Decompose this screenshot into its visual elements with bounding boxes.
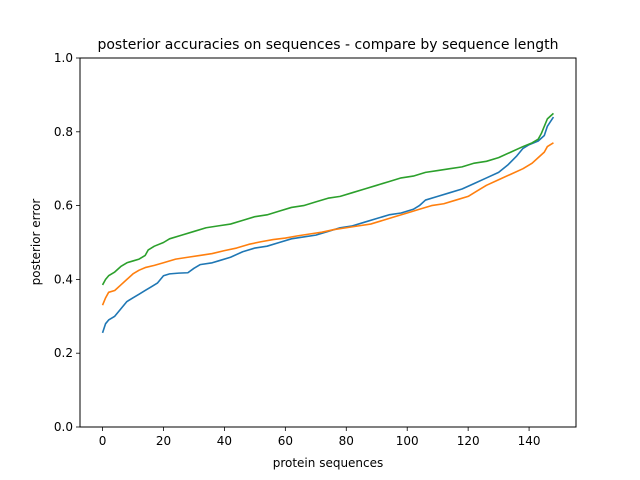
x-tick-label: 80 xyxy=(339,434,354,448)
series-line-2 xyxy=(101,142,554,306)
x-axis-label: protein sequences xyxy=(273,456,384,470)
y-tick-label: 0.2 xyxy=(54,346,73,360)
x-tick-label: 100 xyxy=(396,434,419,448)
x-axis: 0 20 40 60 80 100 120 140 xyxy=(99,427,541,448)
x-tick-label: 0 xyxy=(99,434,107,448)
y-axis-label: posterior error xyxy=(29,199,43,286)
series-line-1 xyxy=(101,116,555,334)
axes-frame xyxy=(79,57,577,428)
x-tick-label: 20 xyxy=(156,434,171,448)
y-tick-label: 1.0 xyxy=(54,51,73,65)
x-tick-label: 40 xyxy=(217,434,232,448)
x-tick-label: 120 xyxy=(457,434,480,448)
y-tick-label: 0.0 xyxy=(54,420,73,434)
y-tick-label: 0.8 xyxy=(54,125,73,139)
y-tick-label: 0.6 xyxy=(54,199,73,213)
x-tick-label: 60 xyxy=(278,434,293,448)
chart-title: posterior accuracies on sequences - comp… xyxy=(97,37,558,53)
y-axis: 0.0 0.2 0.4 0.6 0.8 1.0 xyxy=(54,51,80,434)
y-tick-label: 0.4 xyxy=(54,272,73,286)
series-line-3 xyxy=(101,112,554,286)
series-layer xyxy=(101,112,555,334)
x-tick-label: 140 xyxy=(518,434,541,448)
